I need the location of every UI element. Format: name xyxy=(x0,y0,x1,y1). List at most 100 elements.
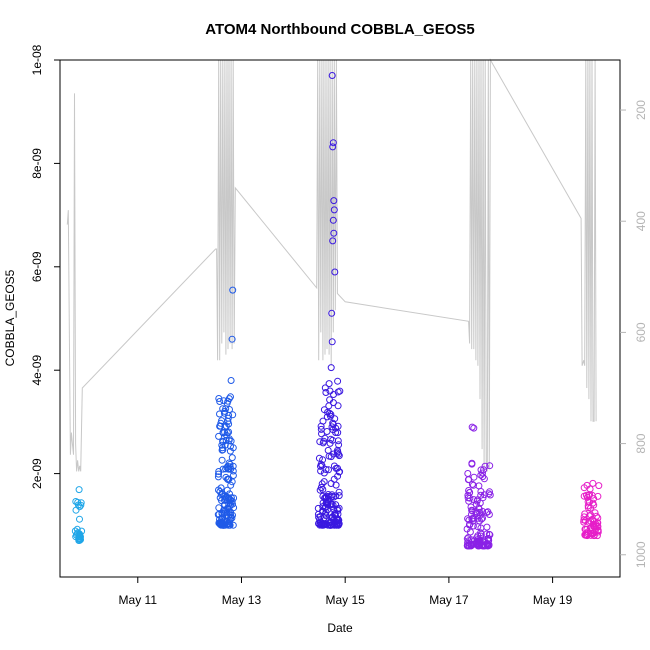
data-point xyxy=(473,540,481,548)
data-point xyxy=(477,542,485,550)
y-tick-label: 6e-09 xyxy=(30,251,44,282)
data-point xyxy=(215,470,222,478)
data-point xyxy=(330,197,338,205)
data-point xyxy=(474,532,482,540)
data-point xyxy=(320,437,328,445)
y-axis-left: 2e-09 4e-09 6e-09 8e-09 1e-08 xyxy=(30,44,60,489)
data-point xyxy=(470,481,477,489)
data-point xyxy=(76,515,83,523)
plot-frame xyxy=(59,59,621,578)
data-point xyxy=(319,486,327,493)
data-point xyxy=(328,492,336,500)
x-tick-label: May 15 xyxy=(326,593,366,607)
data-point xyxy=(322,389,330,396)
data-point xyxy=(477,532,485,540)
data-point xyxy=(594,514,602,522)
data-point xyxy=(229,286,237,294)
data-point xyxy=(329,143,337,151)
data-point xyxy=(322,512,330,520)
data-point xyxy=(219,405,227,413)
data-point xyxy=(316,438,324,446)
data-point xyxy=(76,503,84,511)
data-point xyxy=(221,423,229,431)
data-point xyxy=(334,464,341,472)
data-point xyxy=(330,475,338,483)
data-point xyxy=(223,486,231,494)
data-point xyxy=(75,486,83,494)
data-point xyxy=(227,481,235,489)
data-point xyxy=(216,398,224,405)
data-point xyxy=(328,338,336,346)
data-point xyxy=(320,469,328,477)
data-point xyxy=(229,411,237,419)
data-point xyxy=(227,377,235,384)
y2-tick-label: 1000 xyxy=(634,541,648,568)
data-point xyxy=(327,364,335,372)
data-point xyxy=(216,410,223,418)
data-point xyxy=(220,409,228,417)
data-point xyxy=(229,472,237,479)
data-point xyxy=(334,377,342,385)
pressure-track-line xyxy=(66,58,597,472)
data-point xyxy=(477,471,485,479)
data-point xyxy=(73,530,81,538)
data-point xyxy=(486,488,493,496)
data-point xyxy=(327,500,335,508)
data-point xyxy=(333,449,341,457)
data-point xyxy=(224,476,232,484)
data-point xyxy=(468,510,475,518)
data-point xyxy=(476,508,484,516)
data-point xyxy=(464,494,472,502)
data-point xyxy=(317,460,325,468)
data-point xyxy=(474,523,482,531)
data-point xyxy=(336,468,344,476)
data-point xyxy=(219,437,227,445)
data-point xyxy=(334,402,342,410)
data-point xyxy=(328,72,336,79)
chart-title: ATOM4 Northbound COBBLA_GEOS5 xyxy=(205,21,474,38)
data-point xyxy=(222,422,230,430)
data-point xyxy=(335,516,343,524)
data-point xyxy=(486,462,494,470)
data-point xyxy=(481,462,489,470)
data-point xyxy=(215,504,223,512)
data-point xyxy=(324,491,332,498)
data-point xyxy=(215,510,223,518)
data-point xyxy=(593,519,601,527)
y-tick-label: 4e-09 xyxy=(30,355,44,386)
data-point xyxy=(225,459,233,467)
data-point xyxy=(225,521,233,529)
data-point xyxy=(228,454,236,462)
data-point xyxy=(326,387,334,395)
data-point xyxy=(218,456,226,464)
data-point xyxy=(474,496,482,504)
pressure-track xyxy=(66,58,597,472)
x-tick-label: May 17 xyxy=(429,593,469,607)
data-point xyxy=(334,422,342,430)
data-point xyxy=(325,380,333,388)
x-tick-label: May 11 xyxy=(119,593,158,607)
data-point xyxy=(475,505,483,513)
data-point xyxy=(221,428,229,436)
data-point xyxy=(322,499,330,507)
y2-tick-label: 800 xyxy=(634,433,648,453)
x-axis-label: Date xyxy=(327,621,353,635)
data-point xyxy=(470,424,478,432)
data-point xyxy=(329,421,337,428)
data-point xyxy=(335,488,343,496)
data-point xyxy=(585,512,593,520)
data-point xyxy=(580,513,588,521)
data-point xyxy=(319,521,327,529)
data-point xyxy=(329,399,337,407)
data-point xyxy=(481,542,489,550)
data-point xyxy=(582,517,589,525)
data-point xyxy=(479,469,486,477)
data-point xyxy=(584,504,592,512)
data-point xyxy=(582,531,590,539)
data-point xyxy=(465,476,473,483)
data-point xyxy=(326,409,334,417)
y-tick-label: 8e-09 xyxy=(30,148,44,179)
data-point xyxy=(485,511,493,518)
y2-tick-label: 600 xyxy=(634,322,648,342)
y2-tick-label: 200 xyxy=(634,100,648,120)
